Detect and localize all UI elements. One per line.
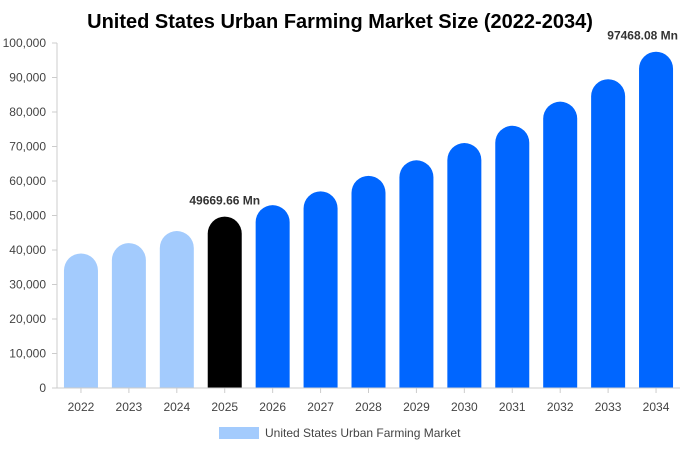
y-axis: 0 10,000 20,000 30,000 40,000 50,000 60,000 70,…: [3, 36, 58, 395]
legend-swatch: [219, 427, 259, 439]
bar-2033: [591, 79, 626, 388]
y-tick-label: 90,000: [9, 71, 46, 85]
legend-label: United States Urban Farming Market: [265, 426, 461, 440]
y-tick-label: 40,000: [9, 243, 46, 257]
x-tick-label: 2032: [547, 400, 574, 414]
x-axis: 2022 2023 2024 2025 2026 2027 2028 2029 2030 2031…: [57, 387, 680, 414]
bar-2022: [63, 253, 98, 388]
bar-2023: [111, 243, 146, 388]
x-tick-label: 2031: [499, 400, 526, 414]
x-tick-label: 2022: [68, 400, 95, 414]
x-tick-label: 2034: [643, 400, 670, 414]
bar-2028: [351, 175, 386, 388]
bar-2024: [159, 231, 194, 388]
bar-2025: [207, 216, 242, 388]
x-tick-label: 2027: [307, 400, 334, 414]
data-label: 49669.66 Mn: [189, 194, 260, 208]
bar-2032: [543, 101, 578, 389]
data-labels-group: 49669.66 Mn 97468.08 Mn: [189, 29, 678, 208]
bar-2034: [639, 51, 674, 389]
chart-title: United States Urban Farming Market Size …: [87, 11, 593, 33]
legend: United States Urban Farming Market: [219, 426, 461, 440]
x-tick-label: 2029: [403, 400, 430, 414]
x-tick-label: 2023: [116, 400, 143, 414]
x-tick-label: 2033: [595, 400, 622, 414]
x-tick-label: 2024: [163, 400, 190, 414]
bar-2030: [447, 143, 482, 388]
y-tick-label: 30,000: [9, 278, 46, 292]
x-tick-label: 2028: [355, 400, 382, 414]
y-tick-label: 0: [39, 381, 46, 395]
bar-2027: [303, 191, 338, 388]
x-tick-label: 2030: [451, 400, 478, 414]
y-tick-label: 60,000: [9, 174, 46, 188]
data-label: 97468.08 Mn: [607, 29, 678, 43]
y-tick-label: 10,000: [9, 347, 46, 361]
x-tick-label: 2025: [211, 400, 238, 414]
bars-group: [63, 51, 674, 389]
bar-2031: [495, 125, 530, 388]
y-tick-label: 50,000: [9, 209, 46, 223]
y-tick-label: 80,000: [9, 105, 46, 119]
y-tick-label: 20,000: [9, 312, 46, 326]
bar-2029: [399, 160, 434, 388]
x-tick-label: 2026: [259, 400, 286, 414]
bar-2026: [255, 205, 290, 388]
y-tick-label: 100,000: [3, 36, 47, 50]
y-tick-label: 70,000: [9, 140, 46, 154]
